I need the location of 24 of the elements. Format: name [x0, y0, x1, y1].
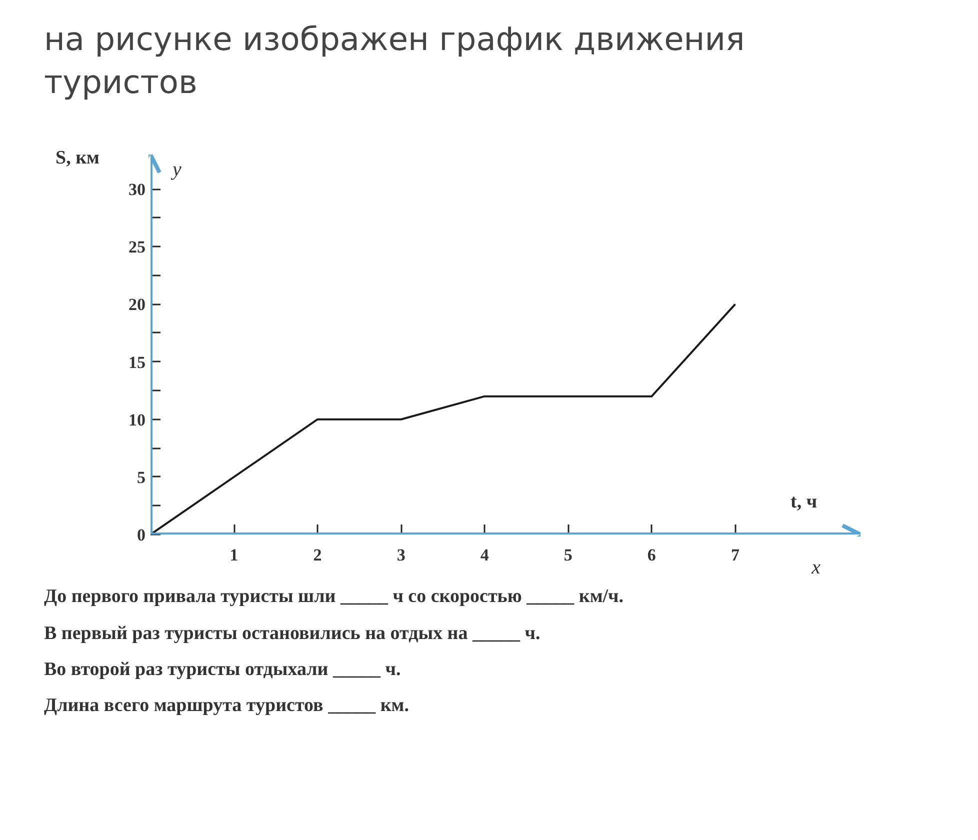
- chart-title: на рисунке изображен график движения туристов: [44, 19, 746, 104]
- y-tick-label: 5: [137, 468, 146, 488]
- text: В первый раз туристы остановились на отдых на _____ ч.: [44, 622, 540, 646]
- annotation: y: [170, 158, 182, 181]
- y-tick-label: 0: [137, 526, 146, 545]
- x-tick-label: 5: [564, 546, 572, 565]
- y-axis-title: S, км: [56, 148, 100, 169]
- x-tick-label: 6: [647, 546, 656, 565]
- x-tick-label: 1: [230, 546, 238, 565]
- y-tick-label: 20: [128, 296, 146, 315]
- text: Во второй раз туристы отдыхали _____ ч.: [44, 658, 401, 682]
- line-series: [150, 304, 736, 535]
- x-axis-title: t, ч: [790, 492, 818, 513]
- y-tick-label: 15: [128, 353, 146, 372]
- x-tick-label: 7: [730, 546, 740, 565]
- y-tick-label: 10: [128, 410, 146, 430]
- x-tick-label: 3: [396, 546, 406, 565]
- x-tick-label: 2: [313, 546, 322, 565]
- text: Длина всего маршрута туристов _____ км.: [44, 694, 409, 718]
- text: x: [810, 556, 821, 579]
- x-tick-label: 4: [480, 546, 490, 565]
- text: До первого привала туристы шли _____ ч со скоростью _____ км/ч.: [44, 585, 624, 610]
- y-tick-label: 25: [128, 238, 146, 257]
- y-tick-label: 30: [128, 180, 146, 200]
